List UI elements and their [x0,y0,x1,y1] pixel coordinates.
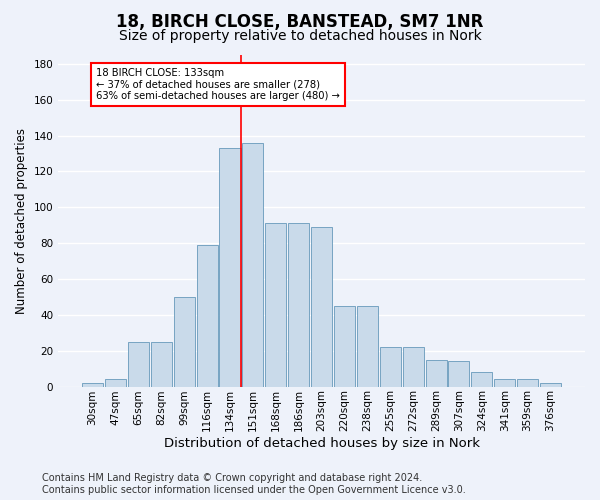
Text: Contains HM Land Registry data © Crown copyright and database right 2024.
Contai: Contains HM Land Registry data © Crown c… [42,474,466,495]
Bar [334,306,355,386]
Bar [105,380,126,386]
Bar [311,227,332,386]
Bar [220,148,241,386]
Bar [425,360,446,386]
Bar [357,306,378,386]
Bar [472,372,493,386]
Y-axis label: Number of detached properties: Number of detached properties [15,128,28,314]
Bar [82,383,103,386]
Text: Size of property relative to detached houses in Nork: Size of property relative to detached ho… [119,29,481,43]
Bar [242,143,263,386]
Bar [151,342,172,386]
Bar [403,347,424,387]
Text: 18 BIRCH CLOSE: 133sqm
← 37% of detached houses are smaller (278)
63% of semi-de: 18 BIRCH CLOSE: 133sqm ← 37% of detached… [96,68,340,100]
Bar [265,224,286,386]
Bar [448,362,469,386]
Bar [494,380,515,386]
Bar [540,383,561,386]
Bar [173,297,195,386]
Text: 18, BIRCH CLOSE, BANSTEAD, SM7 1NR: 18, BIRCH CLOSE, BANSTEAD, SM7 1NR [116,12,484,30]
Bar [380,347,401,387]
X-axis label: Distribution of detached houses by size in Nork: Distribution of detached houses by size … [164,437,479,450]
Bar [288,224,309,386]
Bar [197,245,218,386]
Bar [517,380,538,386]
Bar [128,342,149,386]
